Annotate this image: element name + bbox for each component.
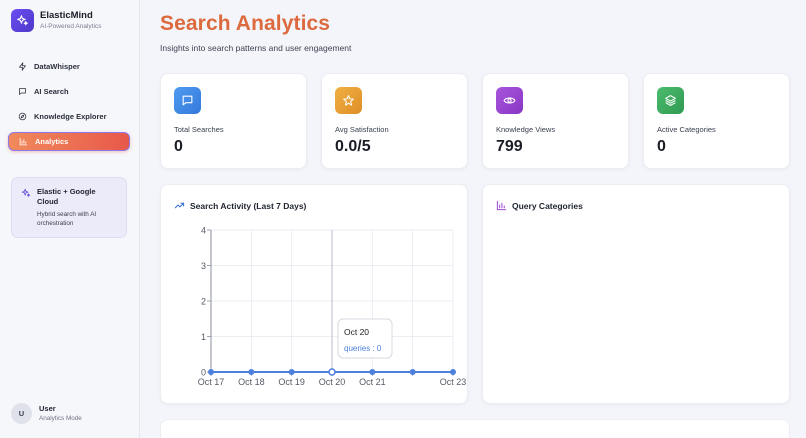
stat-value: 799 bbox=[496, 138, 523, 155]
stat-value: 0 bbox=[174, 138, 183, 155]
layers-icon bbox=[657, 87, 684, 114]
eye-icon bbox=[496, 87, 523, 114]
x-tick-label: Oct 19 bbox=[278, 377, 305, 387]
promo-title: Elastic + Google Cloud bbox=[37, 187, 96, 206]
x-tick-label: Oct 18 bbox=[238, 377, 265, 387]
brand[interactable]: ElasticMind AI-Powered Analytics bbox=[11, 9, 101, 32]
stat-card-avg-satisfaction: Avg Satisfaction 0.0/5 bbox=[321, 73, 468, 169]
data-point[interactable] bbox=[248, 369, 255, 375]
stat-label: Total Searches bbox=[174, 125, 224, 134]
x-tick-label: Oct 20 bbox=[319, 377, 346, 387]
y-tick-label: 4 bbox=[201, 226, 206, 236]
avatar: U bbox=[11, 403, 32, 424]
message-icon bbox=[174, 87, 201, 114]
stat-card-knowledge-views: Knowledge Views 799 bbox=[482, 73, 629, 169]
data-point[interactable] bbox=[288, 369, 295, 375]
x-tick-label: Oct 21 bbox=[359, 377, 386, 387]
compass-icon bbox=[18, 112, 27, 121]
stat-label: Avg Satisfaction bbox=[335, 125, 389, 134]
data-point[interactable] bbox=[450, 369, 456, 375]
user-mode: Analytics Mode bbox=[39, 415, 82, 422]
data-point[interactable] bbox=[409, 369, 416, 375]
tooltip-date: Oct 20 bbox=[344, 327, 369, 337]
bar-chart-icon bbox=[19, 137, 28, 146]
bar-chart-icon bbox=[496, 200, 507, 211]
search-activity-panel: Search Activity (Last 7 Days) 0 1 2 3 4 Oct 1… bbox=[160, 184, 468, 404]
bolt-icon bbox=[19, 62, 26, 71]
sidebar-item-label: Knowledge Explorer bbox=[34, 112, 107, 121]
stat-card-total-searches: Total Searches 0 bbox=[160, 73, 307, 169]
promo-subtitle: Hybrid search with AI orchestration bbox=[37, 211, 97, 227]
x-tick-label: Oct 17 bbox=[198, 377, 225, 387]
stat-card-active-categories: Active Categories 0 bbox=[643, 73, 790, 169]
sidebar: ElasticMind AI-Powered Analytics DataWhi… bbox=[0, 0, 140, 438]
message-icon bbox=[19, 88, 26, 95]
sidebar-item-ai-search[interactable]: AI Search bbox=[8, 82, 130, 101]
panel-title-text: Query Categories bbox=[512, 200, 583, 211]
panel-title-text: Search Activity (Last 7 Days) bbox=[190, 200, 307, 211]
sidebar-nav: DataWhisper AI Search Knowledge Explorer… bbox=[8, 57, 130, 157]
sidebar-item-label: Analytics bbox=[35, 137, 69, 146]
sidebar-item-datawhisper[interactable]: DataWhisper bbox=[8, 57, 130, 76]
query-categories-panel: Query Categories bbox=[482, 184, 790, 404]
user-name: User bbox=[39, 404, 56, 413]
trending-up-icon bbox=[174, 202, 185, 209]
sparkles-icon bbox=[11, 9, 34, 32]
y-tick-label: 2 bbox=[201, 297, 206, 307]
data-point[interactable] bbox=[369, 369, 376, 375]
stat-label: Knowledge Views bbox=[496, 125, 556, 134]
user-profile[interactable]: U User Analytics Mode bbox=[11, 403, 82, 424]
star-icon bbox=[335, 87, 362, 114]
y-tick-label: 3 bbox=[201, 261, 206, 271]
panel-title: Search Activity (Last 7 Days) bbox=[174, 200, 306, 211]
sidebar-item-label: AI Search bbox=[34, 87, 69, 96]
sidebar-item-knowledge-explorer[interactable]: Knowledge Explorer bbox=[8, 107, 130, 126]
search-activity-chart[interactable]: 0 1 2 3 4 Oct 17 Oct 18 Oct 19 Oct 20 Oct 21 Oct 2… bbox=[161, 185, 469, 405]
page-title: Search Analytics bbox=[160, 12, 331, 35]
panel-title: Query Categories bbox=[496, 200, 583, 211]
sparkles-icon bbox=[21, 188, 31, 197]
x-tick-label: Oct 23 bbox=[440, 377, 467, 387]
y-tick-label: 1 bbox=[201, 332, 206, 342]
stat-label: Active Categories bbox=[657, 125, 716, 134]
tooltip-value: queries : 0 bbox=[344, 344, 382, 353]
y-tick-label: 0 bbox=[201, 368, 206, 378]
brand-name: ElasticMind bbox=[40, 10, 93, 21]
data-point[interactable] bbox=[208, 369, 214, 375]
promo-card: Elastic + Google Cloud Hybrid search wit… bbox=[11, 177, 127, 238]
stat-value: 0 bbox=[657, 138, 666, 155]
page-subtitle: Insights into search patterns and user e… bbox=[160, 43, 352, 53]
bottom-panel bbox=[160, 419, 790, 438]
brand-subtitle: AI-Powered Analytics bbox=[40, 23, 102, 30]
stat-value: 0.0/5 bbox=[335, 138, 371, 155]
sidebar-item-label: DataWhisper bbox=[34, 62, 80, 71]
sidebar-item-analytics[interactable]: Analytics bbox=[8, 132, 130, 151]
chart-tooltip-box bbox=[337, 318, 393, 359]
data-point[interactable] bbox=[328, 368, 336, 376]
